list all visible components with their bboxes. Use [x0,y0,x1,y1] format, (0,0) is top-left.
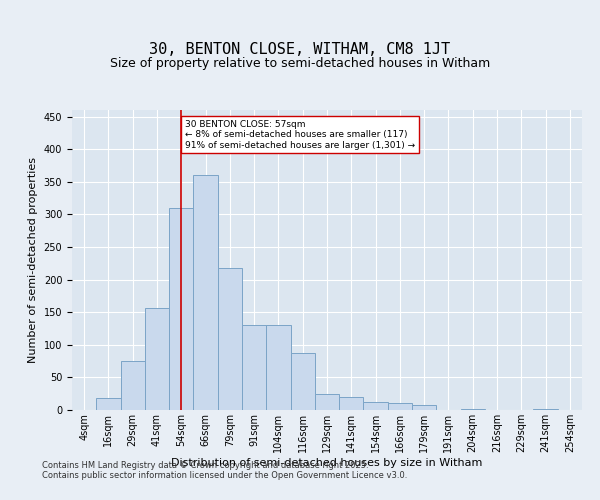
Bar [193,175,218,410]
Text: Contains HM Land Registry data © Crown copyright and database right 2025.
Contai: Contains HM Land Registry data © Crown c… [42,460,407,480]
Y-axis label: Number of semi-detached properties: Number of semi-detached properties [28,157,38,363]
Bar [533,408,558,410]
X-axis label: Distribution of semi-detached houses by size in Witham: Distribution of semi-detached houses by … [172,458,482,468]
Bar [169,208,193,410]
Bar [315,394,339,410]
Bar [412,406,436,410]
Bar [242,325,266,410]
Bar [339,397,364,410]
Bar [364,402,388,410]
Bar [218,268,242,410]
Bar [290,354,315,410]
Bar [266,325,290,410]
Text: 30 BENTON CLOSE: 57sqm
← 8% of semi-detached houses are smaller (117)
91% of sem: 30 BENTON CLOSE: 57sqm ← 8% of semi-deta… [185,120,415,150]
Bar [145,308,169,410]
Bar [461,408,485,410]
Bar [388,403,412,410]
Text: Size of property relative to semi-detached houses in Witham: Size of property relative to semi-detach… [110,58,490,70]
Text: 30, BENTON CLOSE, WITHAM, CM8 1JT: 30, BENTON CLOSE, WITHAM, CM8 1JT [149,42,451,58]
Bar [96,398,121,410]
Bar [121,361,145,410]
